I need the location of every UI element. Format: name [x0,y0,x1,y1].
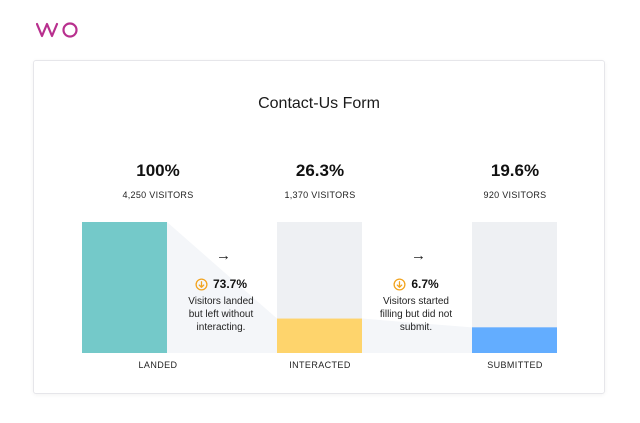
stat-landed: 100% 4,250 VISITORS [93,161,223,200]
funnel-chart [82,222,557,353]
value-label-landed: 100% [136,161,180,180]
vwo-logo [36,22,78,38]
dropoff-1: 73.7% Visitors landed but left without i… [171,277,271,334]
bar-submitted [472,327,557,353]
category-label-submitted: SUBMITTED [487,360,543,370]
dropoff-area-2 [362,318,472,353]
category-label-interacted: INTERACTED [289,360,351,370]
visitors-label-interacted: 1,370 VISITORS [284,190,356,200]
visitors-label-submitted: 920 VISITORS [483,190,547,200]
dropoff-desc-1: Visitors landed but left without interac… [171,295,271,334]
stat-submitted: 19.6% 920 VISITORS [450,161,580,200]
visitors-label-landed: 4,250 VISITORS [122,190,194,200]
dropoff-desc-2: Visitors started filling but did not sub… [366,295,466,334]
value-label-submitted: 19.6% [490,161,540,180]
dropoff-desc-2-line-3: submit. [399,322,433,333]
bar-interacted [277,318,362,353]
stat-interacted: 26.3% 1,370 VISITORS [255,161,385,200]
arrow-right-icon-2: → [411,247,426,264]
dropoff-desc-2-line-1: Visitors started [383,296,449,307]
dropoff-pct-2: 6.7% [411,277,439,291]
dropoff-area-1 [167,222,277,353]
dropoff-desc-1-line-1: Visitors landed [188,296,254,307]
down-arrow-circle-icon [195,277,208,291]
chart-title: Contact-Us Form [258,95,380,112]
dropoff-desc-1-line-3: interacting. [196,322,246,333]
dropoff-desc-2-line-2: filling but did not [379,309,453,320]
category-label-landed: LANDED [138,360,178,370]
dropoff-2: 6.7% Visitors started filling but did no… [366,277,466,334]
value-label-interacted: 26.3% [295,161,345,180]
dropoff-pct-1: 73.7% [212,277,248,291]
bar-landed [82,222,167,353]
funnel-card: Contact-Us Form 100% 4,250 VISITORS 26.3… [33,60,605,394]
dropoff-desc-1-line-2: but left without [188,309,254,320]
down-arrow-circle-icon [393,277,406,291]
arrow-right-icon-1: → [216,247,231,264]
